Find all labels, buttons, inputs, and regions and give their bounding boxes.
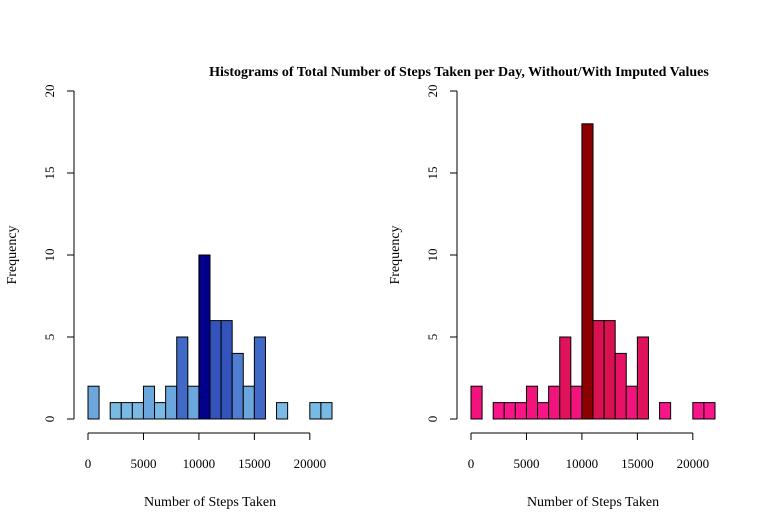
histogram-bar <box>231 352 244 420</box>
x-tick-label: 10000 <box>183 456 216 471</box>
histogram-bar <box>165 385 178 420</box>
y-axis-label: Frequency <box>388 225 403 284</box>
histogram-bar <box>187 385 200 420</box>
histogram-bar <box>176 336 189 420</box>
x-tick-label: 20000 <box>294 456 327 471</box>
histogram-bar <box>525 385 539 420</box>
histogram-bar <box>559 336 572 420</box>
x-tick-label: 5000 <box>130 456 156 471</box>
histogram-bar <box>209 320 222 420</box>
bars-group <box>87 254 333 420</box>
histogram-bar <box>703 402 716 420</box>
y-tick-label: 0 <box>42 416 57 423</box>
histogram-bar <box>625 385 638 420</box>
y-tick-label: 15 <box>425 167 440 180</box>
histogram-bar <box>120 402 133 420</box>
y-tick-label: 20 <box>42 85 57 98</box>
bars-group <box>470 123 716 420</box>
y-tick-label: 20 <box>425 85 440 98</box>
histogram-bar <box>592 320 605 420</box>
figure-title: Histograms of Total Number of Steps Take… <box>209 65 709 80</box>
histogram-bar <box>109 402 122 420</box>
histogram-bar <box>692 402 705 420</box>
x-tick-label: 20000 <box>677 456 710 471</box>
histogram-bar <box>503 402 516 420</box>
x-tick-label: 10000 <box>566 456 599 471</box>
histogram-bar <box>87 385 100 420</box>
x-ticks: 0 5000 10000 15000 20000 <box>85 433 326 471</box>
histogram-bar <box>242 385 255 420</box>
x-axis-label: Number of Steps Taken <box>144 495 276 510</box>
histogram-bar <box>320 402 333 420</box>
histogram-bar <box>659 402 672 420</box>
y-tick-label: 15 <box>42 167 57 180</box>
histogram-bar <box>276 402 289 420</box>
x-tick-label: 5000 <box>513 456 539 471</box>
x-tick-label: 15000 <box>238 456 271 471</box>
histogram-bar <box>548 385 561 420</box>
histogram-bar <box>470 385 483 420</box>
x-tick-label: 15000 <box>621 456 654 471</box>
histogram-bar <box>636 336 649 420</box>
histogram-bar <box>614 352 627 420</box>
histogram-bar <box>198 254 211 420</box>
y-ticks: 0 5 10 15 20 <box>42 85 74 423</box>
x-axis-label: Number of Steps Taken <box>527 495 659 510</box>
histogram-bar <box>603 320 616 420</box>
y-ticks: 0 5 10 15 20 <box>425 85 457 423</box>
y-axis-label: Frequency <box>5 225 20 284</box>
histogram-bar <box>220 320 233 420</box>
histogram-bar <box>514 402 527 420</box>
y-tick-label: 10 <box>42 249 57 262</box>
y-tick-label: 10 <box>425 249 440 262</box>
x-tick-label: 0 <box>468 456 475 471</box>
x-ticks: 0 5000 10000 15000 20000 <box>468 433 709 471</box>
histogram-bar <box>142 385 156 420</box>
y-tick-label: 0 <box>425 416 440 423</box>
histogram-bar <box>581 123 594 420</box>
histogram-bar <box>253 336 266 420</box>
histogram-bar <box>309 402 322 420</box>
y-tick-label: 5 <box>425 334 440 341</box>
y-tick-label: 5 <box>42 334 57 341</box>
histogram-bar <box>154 402 167 420</box>
histogram-bar <box>492 402 505 420</box>
histogram-bar <box>131 402 144 420</box>
histogram-bar <box>537 402 550 420</box>
x-tick-label: 0 <box>85 456 92 471</box>
histogram-bar <box>570 385 583 420</box>
